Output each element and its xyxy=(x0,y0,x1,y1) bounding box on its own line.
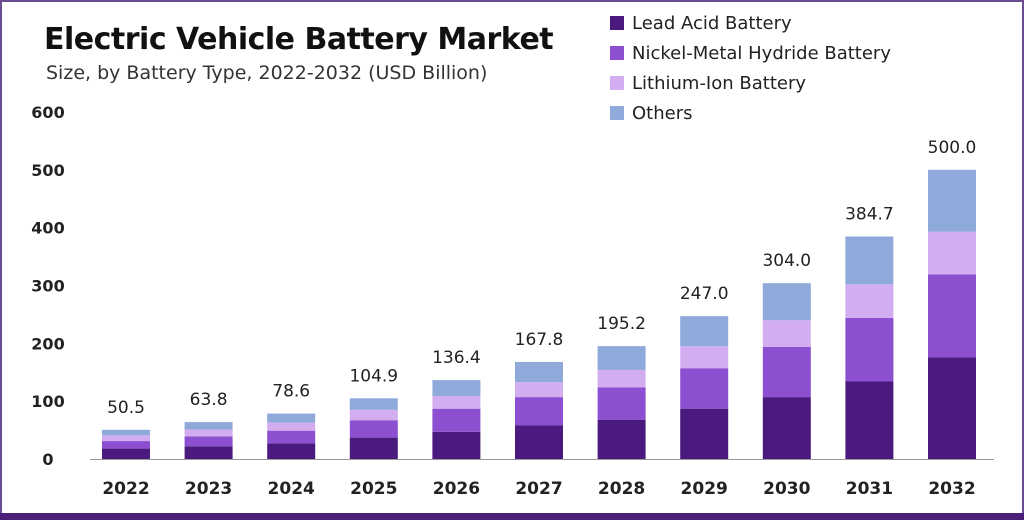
legend-swatch-nimh xyxy=(610,46,624,60)
chart-title: Electric Vehicle Battery Market xyxy=(44,22,554,57)
y-tick-label: 100 xyxy=(31,392,64,411)
bar-2026-nimh xyxy=(432,408,481,432)
chart-subtitle: Size, by Battery Type, 2022-2032 (USD Bi… xyxy=(46,62,488,84)
bar-2028-lithium-ion xyxy=(597,369,646,388)
total-label-2029: 247.0 xyxy=(680,284,729,304)
legend-swatch-lead-acid xyxy=(610,16,624,30)
x-tick-label-2025: 2025 xyxy=(350,479,397,499)
bar-2025-nimh xyxy=(349,420,398,438)
legend-item-others: Others xyxy=(610,98,891,128)
x-tick-label-2022: 2022 xyxy=(102,479,149,499)
legend: Lead Acid Battery Nickel-Metal Hydride B… xyxy=(610,8,891,128)
bar-2026-others xyxy=(432,380,481,396)
bar-2027-lead-acid xyxy=(515,425,563,459)
bar-2023-others xyxy=(184,422,233,430)
x-tick-label-2028: 2028 xyxy=(598,479,645,499)
bar-2023-lead-acid xyxy=(184,446,233,459)
legend-label-nimh: Nickel-Metal Hydride Battery xyxy=(632,42,891,64)
y-tick-label: 300 xyxy=(31,277,64,296)
bar-2029-lithium-ion xyxy=(680,346,729,369)
bar-2027-nimh xyxy=(515,397,563,426)
bar-2025-others xyxy=(349,398,398,410)
bar-2022-lithium-ion xyxy=(102,435,150,442)
total-label-2023: 63.8 xyxy=(190,390,228,410)
y-axis: 0 100 200 300 400 500 600 xyxy=(31,103,64,469)
total-label-2022: 50.5 xyxy=(107,398,145,418)
bar-2030-nimh xyxy=(762,346,811,398)
bar-2025-lithium-ion xyxy=(349,409,398,421)
bar-group xyxy=(102,169,976,459)
bar-2028-nimh xyxy=(597,387,646,420)
bar-2024-others xyxy=(267,413,316,423)
x-tick-label-2029: 2029 xyxy=(681,479,728,499)
y-tick-label: 500 xyxy=(31,161,64,180)
legend-item-lithium-ion: Lithium-Ion Battery xyxy=(610,68,891,98)
bar-2024-lithium-ion xyxy=(267,422,316,431)
bar-2023-lithium-ion xyxy=(184,429,233,437)
bar-2024-lead-acid xyxy=(267,443,316,459)
bar-2031-lithium-ion xyxy=(845,284,894,318)
bar-2032-nimh xyxy=(928,274,976,358)
bar-2030-lead-acid xyxy=(762,397,811,459)
x-tick-label-2027: 2027 xyxy=(515,479,562,499)
x-tick-label-2030: 2030 xyxy=(763,479,810,499)
x-tick-label-2023: 2023 xyxy=(185,479,232,499)
x-tick-label-2031: 2031 xyxy=(846,479,893,499)
bar-2032-lead-acid xyxy=(928,357,976,459)
bar-2030-lithium-ion xyxy=(762,320,811,347)
total-label-2027: 167.8 xyxy=(515,330,564,350)
bar-2029-others xyxy=(680,316,729,347)
bar-2025-lead-acid xyxy=(349,437,398,459)
bar-2022-lead-acid xyxy=(102,448,150,459)
total-label-2025: 104.9 xyxy=(349,366,398,386)
y-tick-label: 200 xyxy=(31,334,64,353)
bar-2028-lead-acid xyxy=(597,419,646,459)
legend-swatch-lithium-ion xyxy=(610,76,624,90)
legend-label-others: Others xyxy=(632,102,693,124)
legend-label-lead-acid: Lead Acid Battery xyxy=(632,12,792,34)
bar-2030-others xyxy=(762,283,811,321)
bar-2032-lithium-ion xyxy=(928,231,976,275)
bar-2029-nimh xyxy=(680,368,729,409)
total-labels: 50.5 63.8 78.6 104.9 136.4 167.8 195.2 247.0 304… xyxy=(107,138,976,418)
bar-2023-nimh xyxy=(184,436,233,447)
bar-2026-lead-acid xyxy=(432,431,481,459)
bottom-accent-strip xyxy=(0,513,1024,520)
x-tick-label-2032: 2032 xyxy=(928,479,975,499)
total-label-2030: 304.0 xyxy=(762,251,811,271)
legend-item-lead-acid: Lead Acid Battery xyxy=(610,8,891,38)
bar-2032-others xyxy=(928,169,976,232)
total-label-2031: 384.7 xyxy=(845,205,894,225)
total-label-2024: 78.6 xyxy=(272,382,310,402)
bar-2031-others xyxy=(845,236,894,285)
bar-2022-others xyxy=(102,429,150,436)
bar-2031-lead-acid xyxy=(845,381,894,459)
y-tick-label: 600 xyxy=(31,103,64,122)
x-tick-label-2024: 2024 xyxy=(268,479,315,499)
total-label-2026: 136.4 xyxy=(432,348,481,368)
bar-2027-others xyxy=(515,361,563,383)
total-label-2032: 500.0 xyxy=(928,138,977,158)
total-label-2028: 195.2 xyxy=(597,314,646,334)
bar-2026-lithium-ion xyxy=(432,395,481,409)
bar-2031-nimh xyxy=(845,317,894,382)
legend-label-lithium-ion: Lithium-Ion Battery xyxy=(632,72,807,94)
legend-swatch-others xyxy=(610,106,624,120)
x-tick-label-2026: 2026 xyxy=(433,479,480,499)
bar-2029-lead-acid xyxy=(680,408,729,459)
y-tick-label: 400 xyxy=(31,219,64,238)
bar-2024-nimh xyxy=(267,430,316,444)
legend-item-nimh: Nickel-Metal Hydride Battery xyxy=(610,38,891,68)
y-tick-label: 0 xyxy=(42,450,53,469)
bar-2022-nimh xyxy=(102,441,150,449)
bar-2027-lithium-ion xyxy=(515,382,563,398)
bar-2028-others xyxy=(597,346,646,370)
x-axis: 2022 2023 2024 2025 2026 2027 2028 2029 2030 2031… xyxy=(90,459,994,499)
